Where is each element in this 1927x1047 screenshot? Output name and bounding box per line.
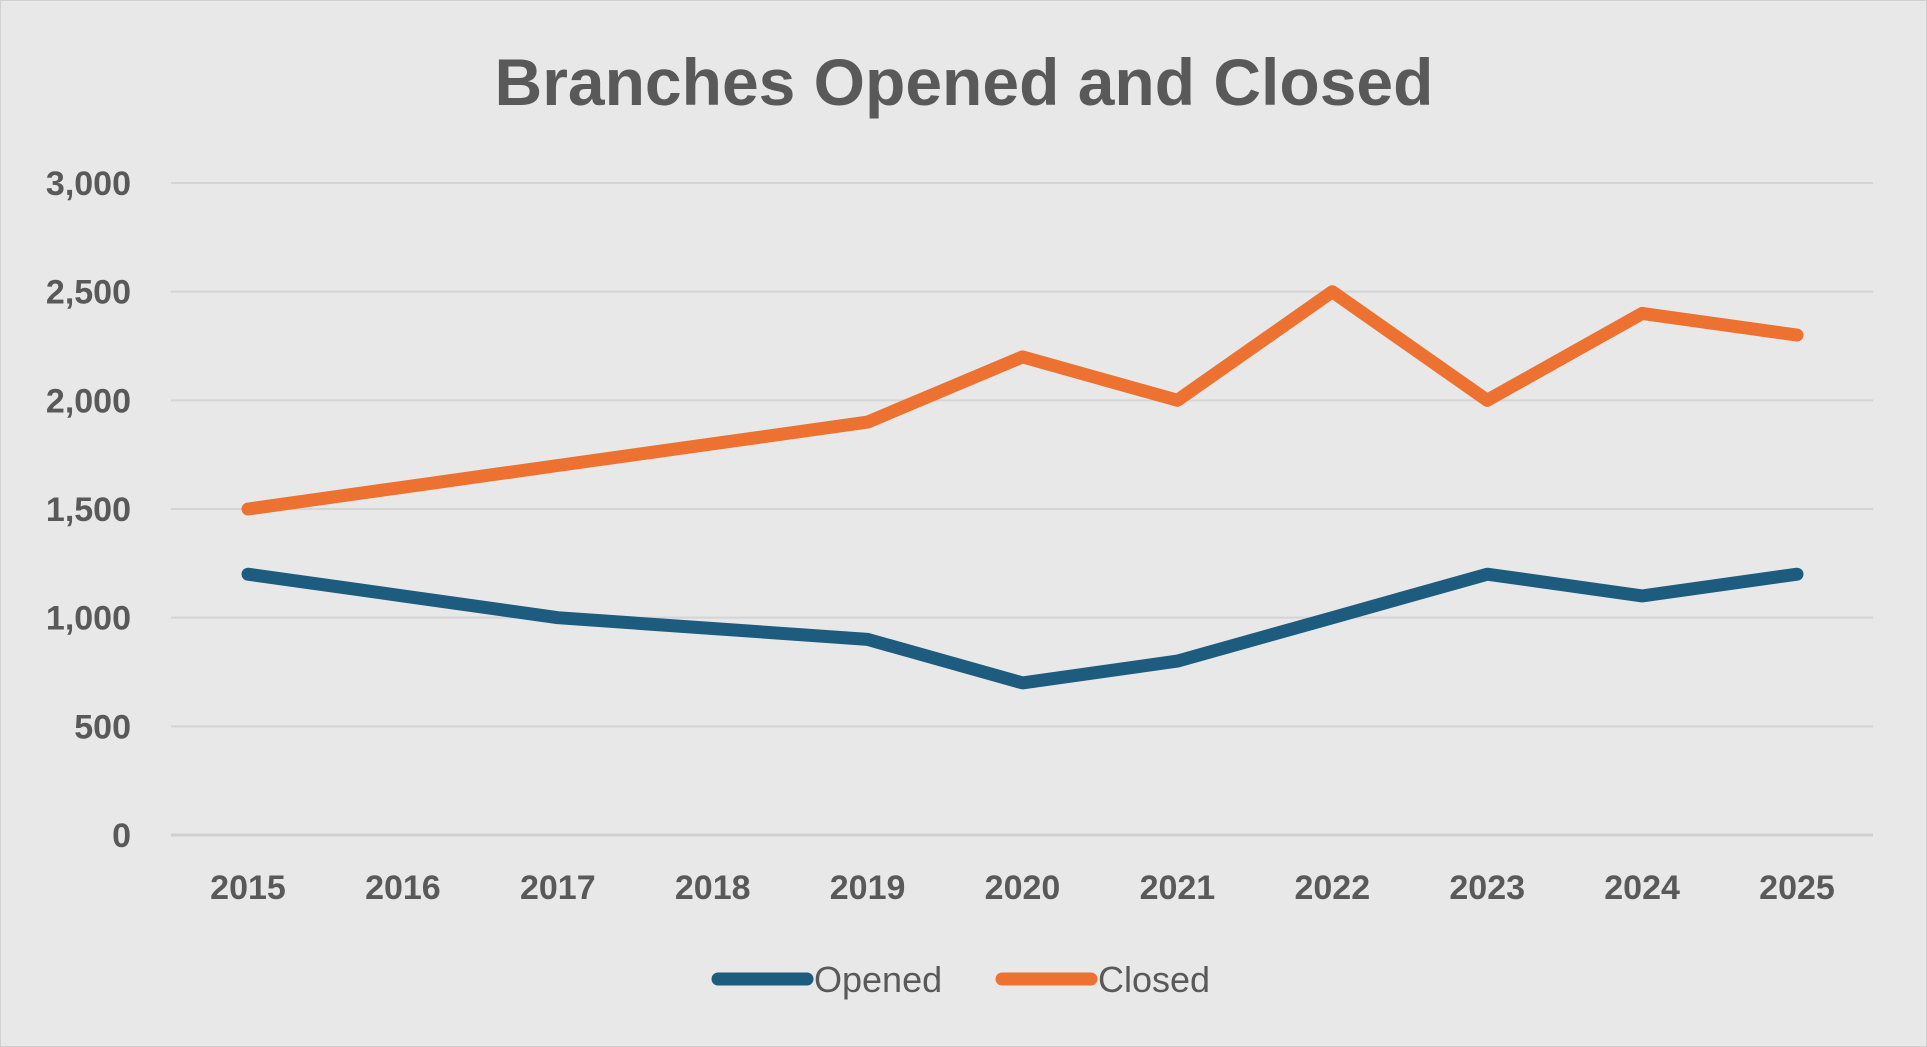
y-tick-label-0: 0 [112, 817, 131, 855]
x-tick-label-2021: 2021 [1140, 869, 1216, 907]
x-tick-label-2018: 2018 [675, 869, 751, 907]
x-tick-label-2024: 2024 [1604, 869, 1680, 907]
y-tick-label-2000: 2,000 [46, 382, 131, 420]
y-tick-label-1500: 1,500 [46, 491, 131, 529]
x-tick-label-2023: 2023 [1449, 869, 1525, 907]
gridlines [171, 182, 1873, 837]
x-tick-label-2017: 2017 [520, 869, 596, 907]
series-lines [241, 285, 1804, 690]
y-tick-label-3000: 3,000 [46, 165, 131, 203]
series-line-closed [241, 285, 1804, 516]
x-tick-label-2020: 2020 [985, 869, 1061, 907]
chart-title: Branches Opened and Closed [495, 45, 1434, 119]
x-axis-tick-labels: 2015 2016 2017 2018 2019 2020 2021 2022 2023 2024… [210, 869, 1835, 907]
y-tick-label-500: 500 [74, 708, 131, 746]
x-tick-label-2025: 2025 [1759, 869, 1835, 907]
legend-label-opened: Opened [814, 959, 942, 1000]
x-tick-label-2019: 2019 [830, 869, 906, 907]
x-tick-label-2015: 2015 [210, 869, 286, 907]
y-tick-label-2500: 2,500 [46, 274, 131, 312]
y-tick-label-1000: 1,000 [46, 600, 131, 638]
legend: Opened Closed [711, 959, 1210, 1000]
y-axis-tick-labels: 0 500 1,000 1,500 2,000 2,500 3,000 [46, 165, 131, 855]
x-tick-label-2016: 2016 [365, 869, 441, 907]
series-line-opened [241, 567, 1804, 690]
x-tick-label-2022: 2022 [1294, 869, 1370, 907]
legend-label-closed: Closed [1098, 959, 1210, 1000]
